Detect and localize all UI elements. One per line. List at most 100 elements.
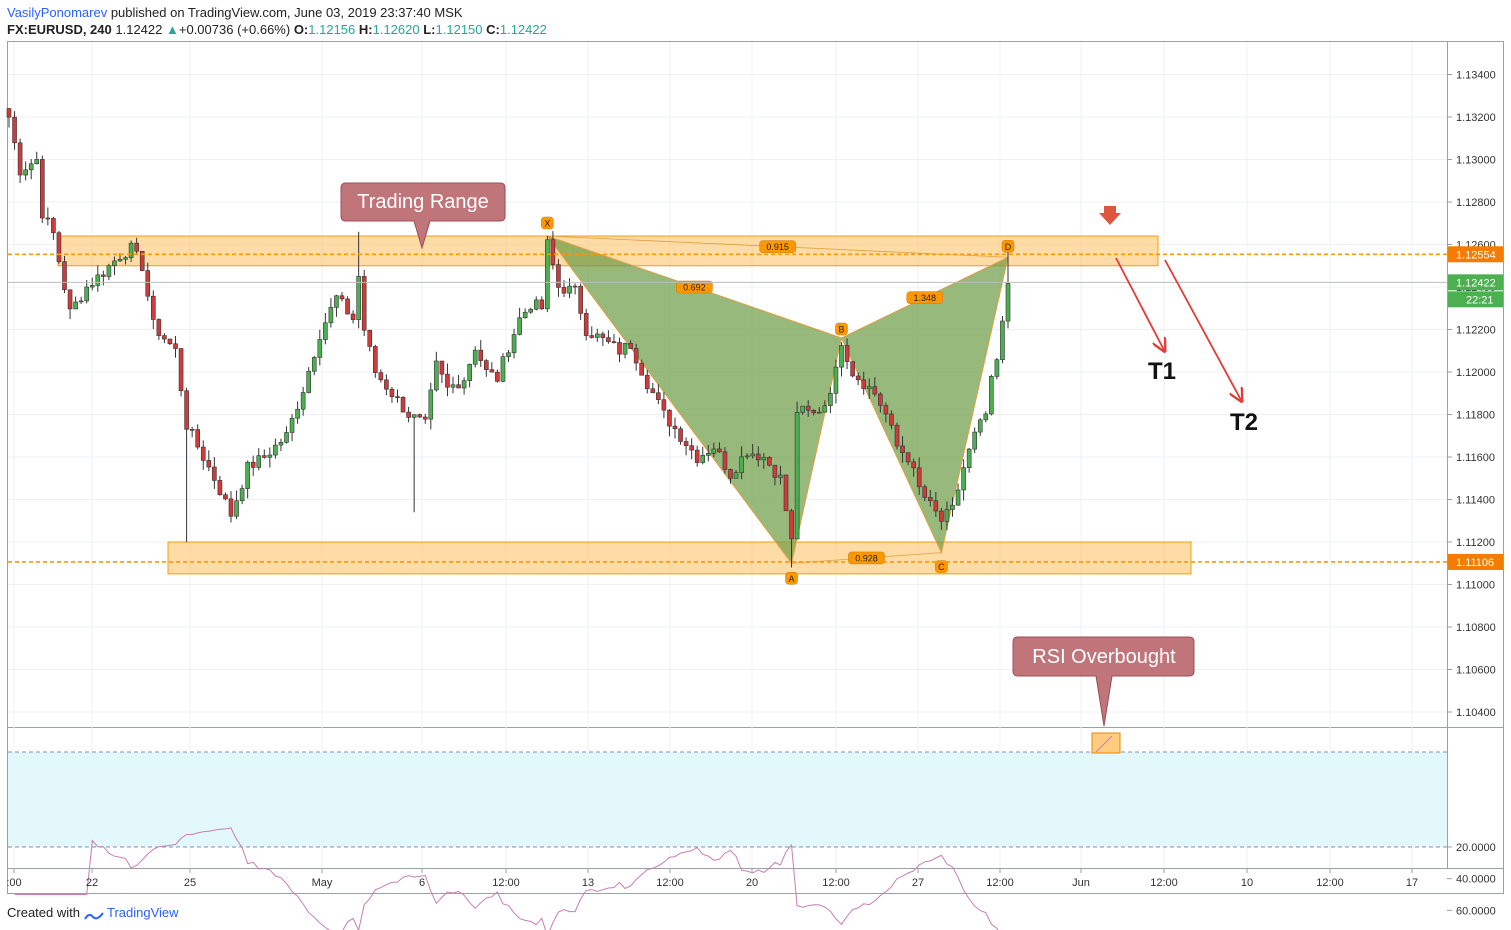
candle-body [861, 379, 867, 389]
rsi-tick-label: 60.0000 [1456, 905, 1496, 917]
price-tick-label: 1.11200 [1456, 537, 1495, 549]
price-tick-label: 1.11600 [1456, 452, 1495, 464]
author-link[interactable]: VasilyPonomarev [7, 5, 108, 20]
candle-body [533, 299, 539, 310]
candle-body [73, 301, 78, 310]
candle-body [434, 360, 439, 391]
candle-body [367, 329, 373, 347]
ratio-ac-label-box [848, 551, 885, 565]
rsi-overbought-callout[interactable]: RSI Overbought [1012, 636, 1195, 727]
candle-body [617, 342, 622, 355]
candle-body [983, 413, 989, 421]
candle-body [650, 388, 656, 394]
up-triangle-icon: ▲ [166, 22, 179, 37]
candle-body [578, 285, 583, 314]
candle-body [606, 337, 611, 342]
candle-body [39, 159, 45, 219]
candle-body [472, 349, 478, 365]
candle-body [17, 142, 23, 176]
rsi-tick-label: 20.0000 [1456, 842, 1496, 854]
high-label: H: [358, 22, 373, 37]
candle-body [689, 445, 694, 451]
candle-body [417, 414, 423, 418]
low-value: 1.12150 [435, 22, 483, 37]
candle-body [805, 405, 811, 411]
candle-body [112, 260, 117, 266]
candle-body [728, 469, 733, 479]
published-text: published on TradingView.com, June 03, 2… [110, 5, 463, 20]
candle-body [178, 348, 184, 392]
time-tick-label: Jun [1072, 877, 1090, 889]
candle-body [228, 498, 234, 517]
candle-body [384, 379, 389, 390]
candle-body [134, 242, 139, 252]
trading-range-callout[interactable]: Trading Range [340, 182, 506, 250]
candle-body [722, 451, 728, 470]
candle-body [267, 454, 273, 458]
candle-body [828, 393, 833, 406]
time-tick-label: May [312, 877, 333, 889]
candle-body [517, 317, 522, 335]
candle-body [45, 217, 51, 220]
candle-body [261, 455, 267, 458]
candle-body [966, 448, 972, 468]
footer: Created with TradingView [7, 905, 179, 920]
candle-body [23, 169, 28, 176]
candle-body [961, 467, 966, 491]
candle-body [972, 431, 978, 450]
candle-body [117, 258, 123, 262]
candle-body [822, 405, 828, 413]
candle-body [239, 488, 245, 502]
candle-body [389, 388, 395, 397]
ratio-xb-label: 0.692 [683, 283, 706, 293]
ratio-bd-label: 1.348 [913, 293, 936, 303]
candle-body [12, 116, 17, 144]
candle-body [872, 386, 878, 395]
candle-body [167, 338, 173, 345]
price-label-box [1448, 291, 1503, 308]
candle-body [323, 322, 328, 340]
candle-body [345, 298, 350, 315]
candle-body [123, 257, 128, 260]
candle-body [289, 417, 295, 433]
time-tick-label: 12:00 [822, 877, 850, 889]
candle-body [467, 363, 472, 381]
candle-body [844, 345, 850, 362]
point-d-label: D [1005, 242, 1012, 252]
candle-body [184, 390, 189, 430]
candle-body [556, 264, 561, 288]
candle-body [711, 448, 717, 454]
candle-body [489, 369, 495, 373]
candle-body [977, 419, 983, 433]
tradingview-brand-link[interactable]: TradingView [107, 905, 179, 920]
time-tick-label: :00 [6, 877, 21, 889]
candle-body [478, 349, 484, 361]
price-tick-label: 1.12800 [1456, 197, 1496, 209]
symbol-info: FX:EURUSD, 240 1.12422 ▲+0.00736 (+0.66%… [7, 22, 547, 37]
candle-body [56, 232, 62, 262]
candle-body [51, 218, 56, 234]
time-tick-label: 12:00 [656, 877, 684, 889]
candle-body [539, 299, 545, 310]
candle-body [128, 242, 134, 258]
candle-body [656, 392, 661, 400]
price-tick-label: 1.12000 [1456, 367, 1496, 379]
candle-body [922, 486, 928, 498]
level-lines [8, 253, 1447, 563]
candle-body [950, 504, 955, 510]
price-tick-label: 1.10600 [1456, 665, 1496, 677]
candle-body [162, 335, 167, 340]
time-tick-label: 25 [184, 877, 196, 889]
candle-body [151, 295, 156, 320]
candle-body [755, 453, 761, 461]
time-tick-label: 22 [86, 877, 98, 889]
rsi-overbought-box [1091, 732, 1121, 754]
point-c-label: C [938, 562, 945, 572]
candle-body [794, 412, 800, 540]
candle-body [545, 239, 550, 310]
candle-body [173, 343, 178, 349]
candle-body [705, 453, 711, 456]
candle-body [944, 509, 950, 522]
candle-body [256, 455, 262, 468]
